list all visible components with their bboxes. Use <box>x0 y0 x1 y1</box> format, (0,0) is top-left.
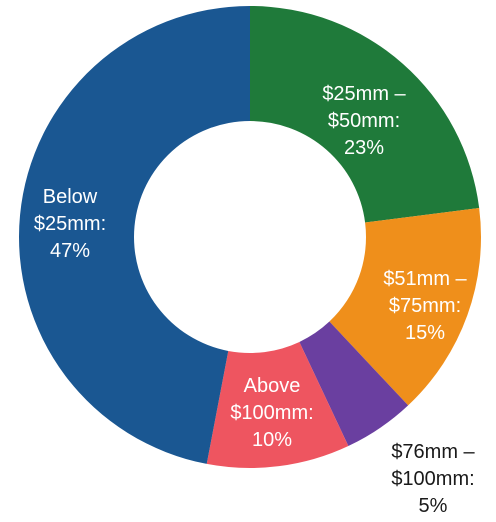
slice-label-4-line-2: 47% <box>50 240 90 262</box>
slice-label-1-line-2: 15% <box>405 322 445 344</box>
slice-2 <box>299 321 409 447</box>
slice-1 <box>329 208 481 406</box>
slice-label-3-line-0: Above <box>244 375 301 397</box>
slice-label-1: $51mm – $75mm: 15% <box>383 268 467 344</box>
slice-label-0: $25mm – $50mm: 23% <box>322 83 406 159</box>
slice-label-2: $76mm – $100mm: 5% <box>391 441 475 517</box>
slice-3 <box>206 341 349 468</box>
slice-label-1-line-0: $51mm – <box>383 268 467 290</box>
slice-label-2-line-0: $76mm – <box>391 441 475 463</box>
slice-label-3-line-2: 10% <box>252 429 292 451</box>
slice-label-4-line-0: Below <box>43 186 98 208</box>
slice-4 <box>19 6 250 464</box>
slice-label-2-line-1: $100mm: <box>391 468 474 490</box>
slice-label-4-line-1: $25mm: <box>34 213 106 235</box>
slice-label-2-line-2: 5% <box>419 495 448 517</box>
slice-0 <box>250 6 480 223</box>
slice-label-0-line-1: $50mm: <box>328 110 400 132</box>
slices-group <box>19 6 481 468</box>
slice-label-0-line-2: 23% <box>344 137 384 159</box>
slice-label-3: Above $100mm: 10% <box>230 375 313 451</box>
labels-group: $25mm – $50mm: 23%$51mm – $75mm: 15%$76mm – $… <box>34 83 476 517</box>
slice-label-3-line-1: $100mm: <box>230 402 313 424</box>
slice-label-0-line-0: $25mm – <box>322 83 406 105</box>
slice-label-1-line-1: $75mm: <box>389 295 461 317</box>
slice-label-4: Below $25mm: 47% <box>34 186 106 262</box>
